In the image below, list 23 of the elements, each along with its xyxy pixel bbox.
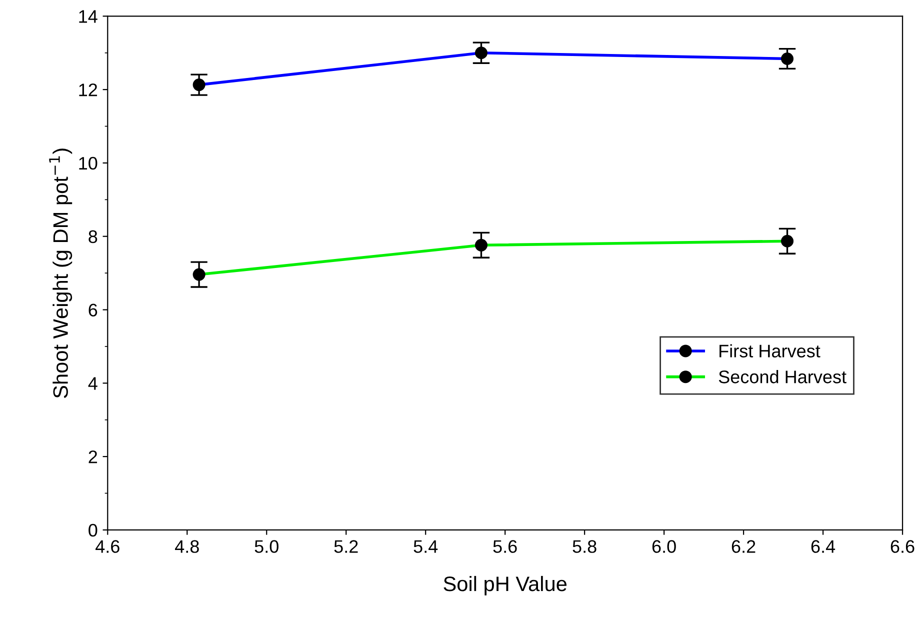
x-tick-label: 5.8 (572, 540, 596, 553)
x-tick-label: 4.6 (96, 540, 120, 553)
x-tick-label: 5.6 (493, 540, 517, 553)
legend-label: First Harvest (720, 344, 820, 358)
x-tick-label: 6.6 (890, 540, 914, 553)
y-tick-label: 12 (79, 84, 98, 96)
x-axis-title: Soil pH Value (444, 576, 567, 596)
y-tick-label: 4 (88, 377, 98, 390)
y-tick-label: 6 (88, 304, 98, 316)
x-tick-label: 6.2 (732, 540, 756, 553)
x-tick-label: 5.4 (414, 540, 438, 553)
x-tick-label: 6.0 (652, 540, 676, 553)
y-tick-label: 2 (88, 450, 98, 464)
y-tick-label: 8 (88, 230, 98, 244)
y-axis-title: Shoot Weight (g DM pot$^{−1}$) (49, 148, 72, 398)
x-tick-label: 5.0 (254, 540, 278, 553)
y-tick-label: 10 (79, 156, 98, 170)
y-tick-label: 0 (88, 524, 98, 537)
y-tick-label: 14 (79, 10, 98, 23)
x-tick-label: 4.8 (174, 540, 199, 553)
x-tick-label: 6.4 (811, 540, 836, 553)
x-tick-label: 5.2 (334, 540, 358, 553)
legend-label: Second Harvest (718, 370, 846, 384)
